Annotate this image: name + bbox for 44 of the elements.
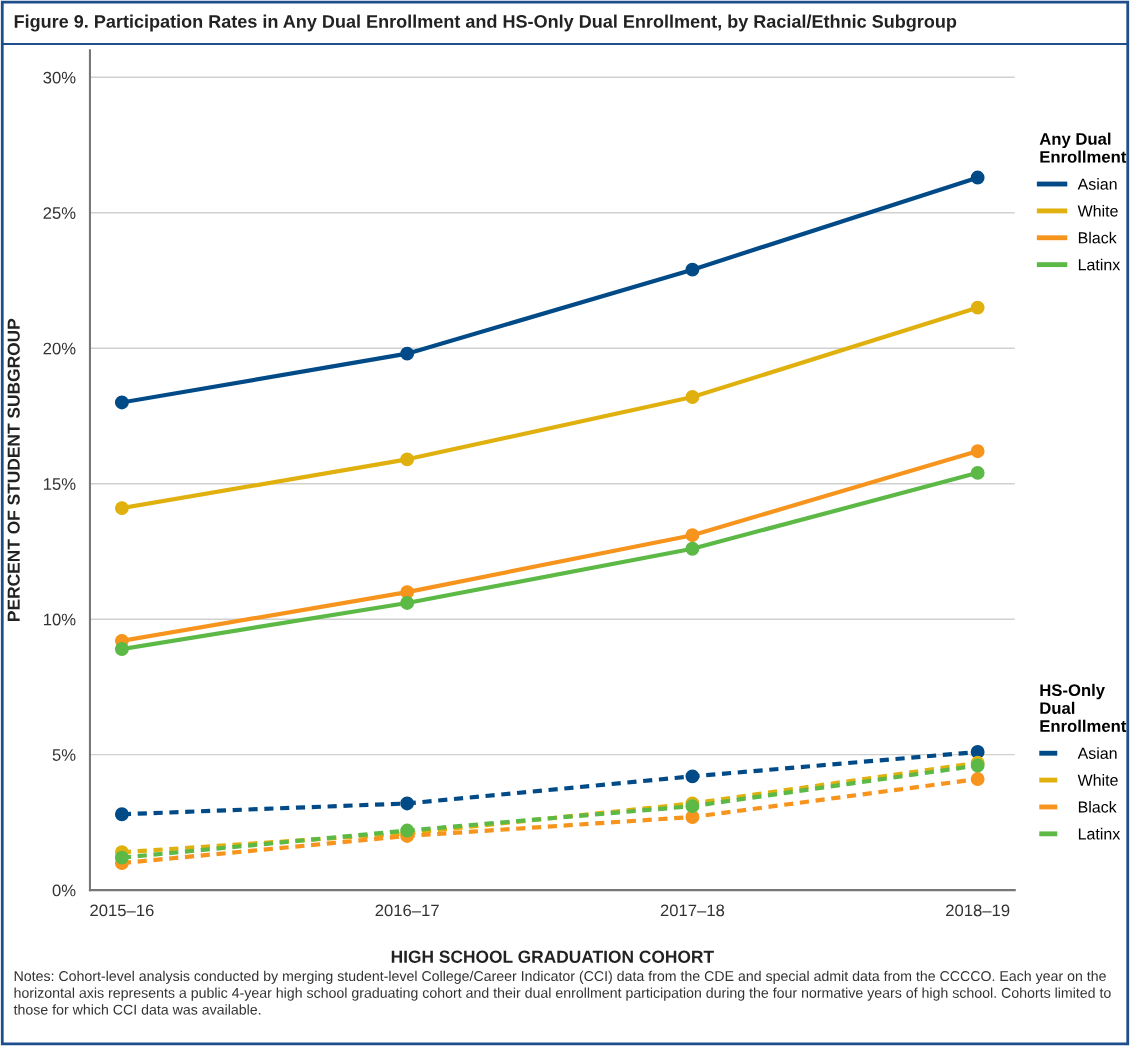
y-tick-label: 5% xyxy=(52,749,76,761)
x-tick-label: 2015–16 xyxy=(90,904,154,917)
y-tick-label: 25% xyxy=(43,207,76,219)
point xyxy=(114,807,129,822)
point xyxy=(114,642,129,656)
x-tick-label: 2017–18 xyxy=(660,904,725,917)
legend-label: White xyxy=(1077,774,1118,786)
point xyxy=(685,541,700,556)
point xyxy=(400,346,415,361)
point xyxy=(970,444,985,459)
text: HS-Only Dual Enrollment xyxy=(1040,683,1127,732)
legend-label: Asian xyxy=(1077,178,1117,190)
point xyxy=(685,390,700,404)
point xyxy=(970,170,985,185)
y-tick-label: 20% xyxy=(43,342,76,355)
point xyxy=(400,796,415,811)
point xyxy=(970,465,985,480)
legend-label: White xyxy=(1077,204,1118,217)
y-tick-label: 15% xyxy=(43,478,76,490)
y-tick-label: 10% xyxy=(43,613,76,626)
point xyxy=(114,395,129,410)
point xyxy=(400,595,415,610)
point xyxy=(114,850,129,865)
point xyxy=(400,452,415,467)
point xyxy=(970,300,985,315)
point xyxy=(685,528,700,543)
legend-label: Black xyxy=(1078,231,1117,244)
chart-title: Figure 9. Participation Rates in Any Dual Enrollment and HS-Only Dual Enrollment, by Racial/Ethnic Subgroup xyxy=(14,14,957,32)
legend-label: Asian xyxy=(1077,747,1117,759)
legend-label: Latinx xyxy=(1078,258,1121,271)
y-tick-label: 0% xyxy=(52,884,76,897)
x-axis-title: HIGH SCHOOL GRADUATION COHORT xyxy=(391,950,714,963)
point xyxy=(685,262,700,277)
legend-label: Black xyxy=(1078,800,1117,813)
y-tick-label: 30% xyxy=(43,71,76,84)
point xyxy=(685,769,700,784)
point xyxy=(114,501,129,516)
x-tick-label: 2016–17 xyxy=(375,904,439,917)
legend-label: Latinx xyxy=(1078,827,1121,840)
y-axis-title: PERCENT OF STUDENT SUBGROUP xyxy=(7,318,20,621)
point xyxy=(970,772,985,787)
text: Any Dual Enrollment xyxy=(1039,132,1127,163)
text: Notes: Cohort-level analysis conducted by merging student-level College/Career Indicator (CCI) data from the CDE and special admit data from the CCCCO. Each year on the horizontal axis represents a public 4-year high school graduating cohort and their dual enrollment participation during the four normative years of high school. Cohorts limited to those for which CCI data was available. xyxy=(13,970,1111,1015)
x-tick-label: 2018–19 xyxy=(946,904,1010,917)
